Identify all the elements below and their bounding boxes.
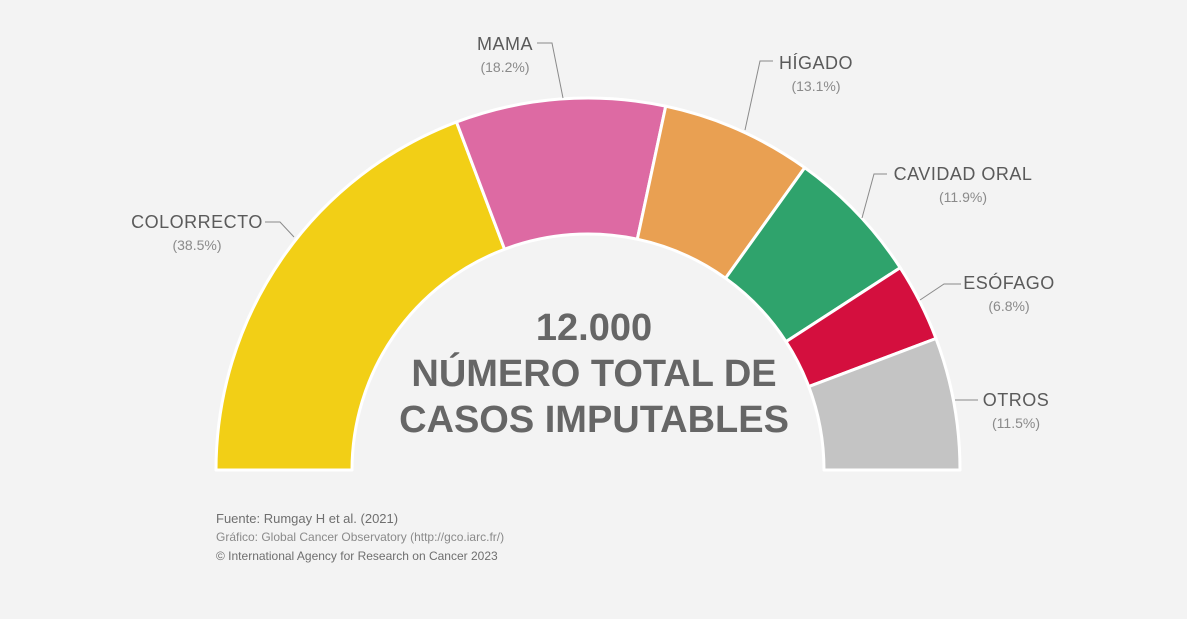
center-caption-line2: CASOS IMPUTABLES — [399, 399, 789, 441]
footer-source: Fuente: Rumgay H et al. (2021) — [216, 511, 399, 526]
percent-colorrecto: (38.5%) — [172, 237, 221, 253]
label-colorrecto: COLORRECTO — [131, 212, 263, 232]
percent-hígado: (13.1%) — [791, 78, 840, 94]
label-esófago: ESÓFAGO — [963, 272, 1055, 293]
percent-otros: (11.5%) — [992, 415, 1040, 431]
percent-cavidad-oral: (11.9%) — [939, 189, 987, 205]
leader-line-esófago — [919, 283, 961, 301]
segment-otros — [807, 337, 962, 472]
leader-line-mama — [537, 42, 564, 99]
label-mama: MAMA — [477, 34, 533, 54]
percent-esófago: (6.8%) — [988, 298, 1029, 314]
footer-graphic-credit: Gráfico: Global Cancer Observatory (http… — [216, 530, 505, 544]
center-total: 12.000 — [535, 307, 653, 349]
label-hígado: HÍGADO — [779, 53, 853, 73]
label-cavidad-oral: CAVIDAD ORAL — [894, 164, 1033, 184]
leader-line-cavidad-oral — [861, 173, 887, 219]
segment-colorrecto — [214, 120, 507, 472]
footer-copyright: © International Agency for Research on C… — [216, 549, 498, 563]
label-otros: OTROS — [983, 390, 1050, 410]
center-caption-line1: NÚMERO TOTAL DE — [411, 353, 777, 395]
leader-line-hígado — [744, 60, 773, 131]
percent-mama: (18.2%) — [480, 59, 529, 75]
leader-line-colorrecto — [265, 221, 295, 238]
